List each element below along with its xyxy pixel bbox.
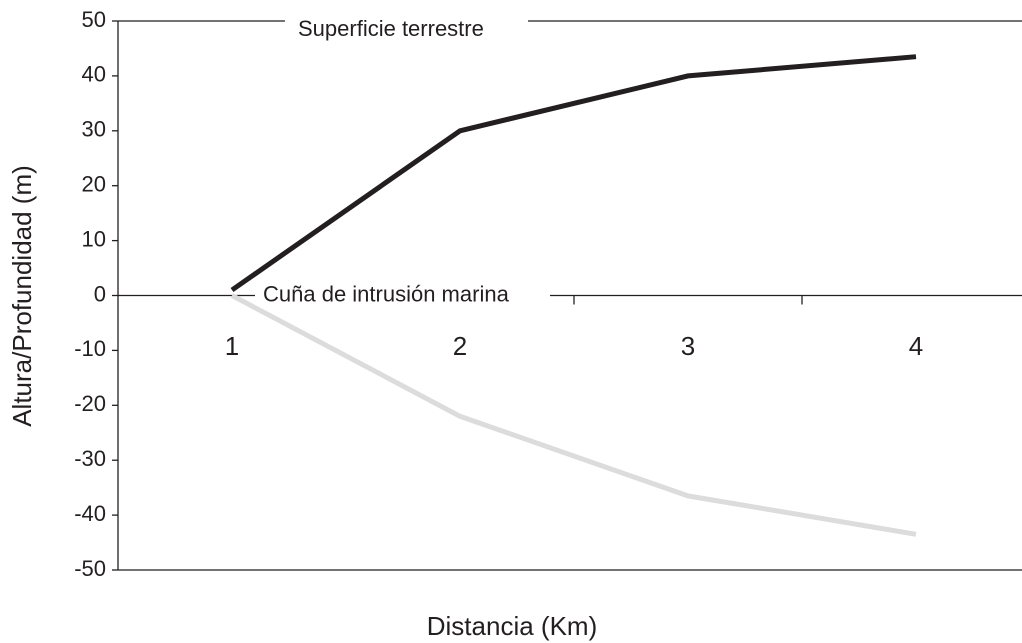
y-tick-label: -10 <box>74 336 106 361</box>
series-label: Superficie terrestre <box>298 16 484 41</box>
x-tick-label: 3 <box>681 331 695 361</box>
y-tick-label: -30 <box>74 446 106 471</box>
series-label: Cuña de intrusión marina <box>263 281 510 306</box>
x-tick-label: 2 <box>453 331 467 361</box>
y-tick-label: 40 <box>82 62 106 87</box>
x-axis-title: Distancia (Km) <box>427 611 597 641</box>
y-tick-label: 20 <box>82 172 106 197</box>
x-tick-label: 4 <box>909 331 923 361</box>
x-tick-label: 1 <box>225 331 239 361</box>
y-tick-label: 0 <box>94 281 106 306</box>
y-tick-label: -50 <box>74 556 106 581</box>
y-tick-label: 10 <box>82 226 106 251</box>
series-line <box>230 293 917 537</box>
y-tick-label: 50 <box>82 7 106 32</box>
y-axis-title: Altura/Profundidad (m) <box>7 165 37 427</box>
series-line <box>230 54 917 293</box>
y-tick-label: 30 <box>82 117 106 142</box>
y-tick-label: -20 <box>74 391 106 416</box>
y-tick-label: -40 <box>74 501 106 526</box>
